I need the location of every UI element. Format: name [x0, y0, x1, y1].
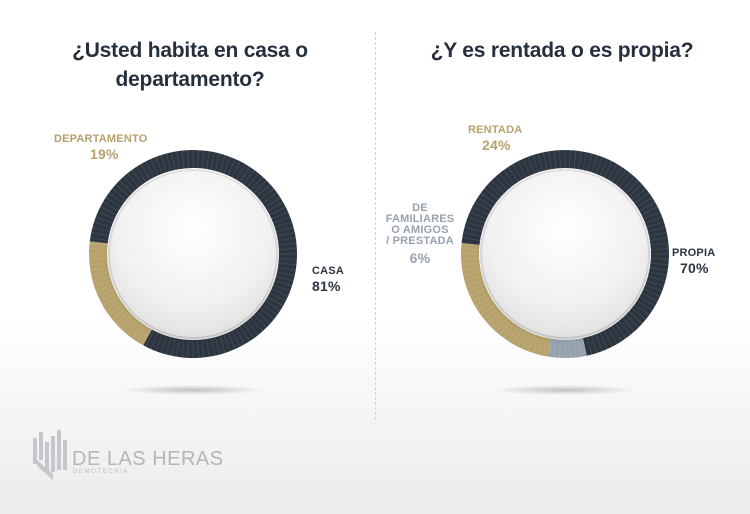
- label-familiares: DE FAMILIARES O AMIGOS / PRESTADA 6%: [382, 203, 458, 266]
- value-propia: 70%: [680, 260, 709, 276]
- value-familiares: 6%: [409, 250, 431, 266]
- chart-1-title: ¿Usted habita en casa o departamento?: [72, 39, 308, 91]
- donut-chart-1: [89, 150, 298, 395]
- donut-center: [110, 171, 276, 337]
- brand-logo-icon: [33, 430, 67, 480]
- slice-de-familiares-o-amigos-prestada: [547, 338, 587, 358]
- brand-tagline: DEMOTECNIA: [73, 469, 130, 475]
- label-departamento: DEPARTAMENTO 19%: [54, 133, 148, 162]
- donut-shadow: [493, 385, 637, 395]
- value-casa: 81%: [312, 278, 341, 294]
- brand-name: DE LAS HERAS: [72, 448, 224, 470]
- donut-chart-2: [461, 150, 670, 395]
- donut-shadow: [121, 385, 265, 395]
- chart-2-title: ¿Y es rentada o es propia?: [430, 39, 694, 62]
- ring-ticks: [89, 150, 297, 358]
- ring-ticks: [461, 150, 669, 358]
- value-departamento: 19%: [90, 146, 119, 162]
- donut-center: [482, 171, 648, 337]
- divider: [375, 32, 376, 420]
- value-rentada: 24%: [482, 137, 511, 153]
- label-casa: CASA 81%: [312, 265, 344, 294]
- label-rentada: RENTADA 24%: [468, 124, 523, 153]
- label-propia: PROPIA 70%: [672, 247, 716, 276]
- slice-departamento: [89, 241, 152, 346]
- slice-rentada: [461, 243, 551, 357]
